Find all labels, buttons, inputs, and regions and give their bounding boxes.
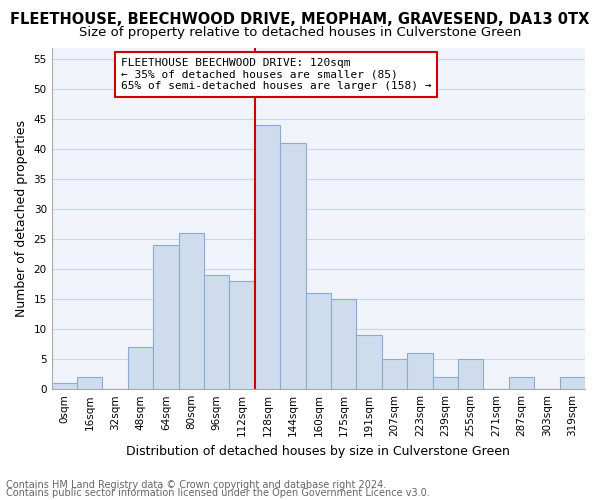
Text: Contains HM Land Registry data © Crown copyright and database right 2024.: Contains HM Land Registry data © Crown c… bbox=[6, 480, 386, 490]
Bar bbox=[509, 377, 534, 389]
Bar bbox=[255, 126, 280, 389]
Text: Size of property relative to detached houses in Culverstone Green: Size of property relative to detached ho… bbox=[79, 26, 521, 39]
Bar bbox=[407, 353, 433, 389]
Bar bbox=[179, 234, 204, 389]
Bar bbox=[458, 359, 484, 389]
Bar bbox=[382, 359, 407, 389]
Text: FLEETHOUSE BEECHWOOD DRIVE: 120sqm
← 35% of detached houses are smaller (85)
65%: FLEETHOUSE BEECHWOOD DRIVE: 120sqm ← 35%… bbox=[121, 58, 431, 91]
X-axis label: Distribution of detached houses by size in Culverstone Green: Distribution of detached houses by size … bbox=[127, 444, 510, 458]
Bar bbox=[305, 294, 331, 389]
Y-axis label: Number of detached properties: Number of detached properties bbox=[15, 120, 28, 317]
Bar bbox=[153, 246, 179, 389]
Bar bbox=[433, 377, 458, 389]
Bar bbox=[356, 335, 382, 389]
Text: FLEETHOUSE, BEECHWOOD DRIVE, MEOPHAM, GRAVESEND, DA13 0TX: FLEETHOUSE, BEECHWOOD DRIVE, MEOPHAM, GR… bbox=[10, 12, 590, 28]
Bar bbox=[204, 276, 229, 389]
Text: Contains public sector information licensed under the Open Government Licence v3: Contains public sector information licen… bbox=[6, 488, 430, 498]
Bar bbox=[229, 282, 255, 389]
Bar bbox=[331, 300, 356, 389]
Bar bbox=[560, 377, 585, 389]
Bar bbox=[52, 383, 77, 389]
Bar bbox=[280, 144, 305, 389]
Bar bbox=[77, 377, 103, 389]
Bar bbox=[128, 347, 153, 389]
